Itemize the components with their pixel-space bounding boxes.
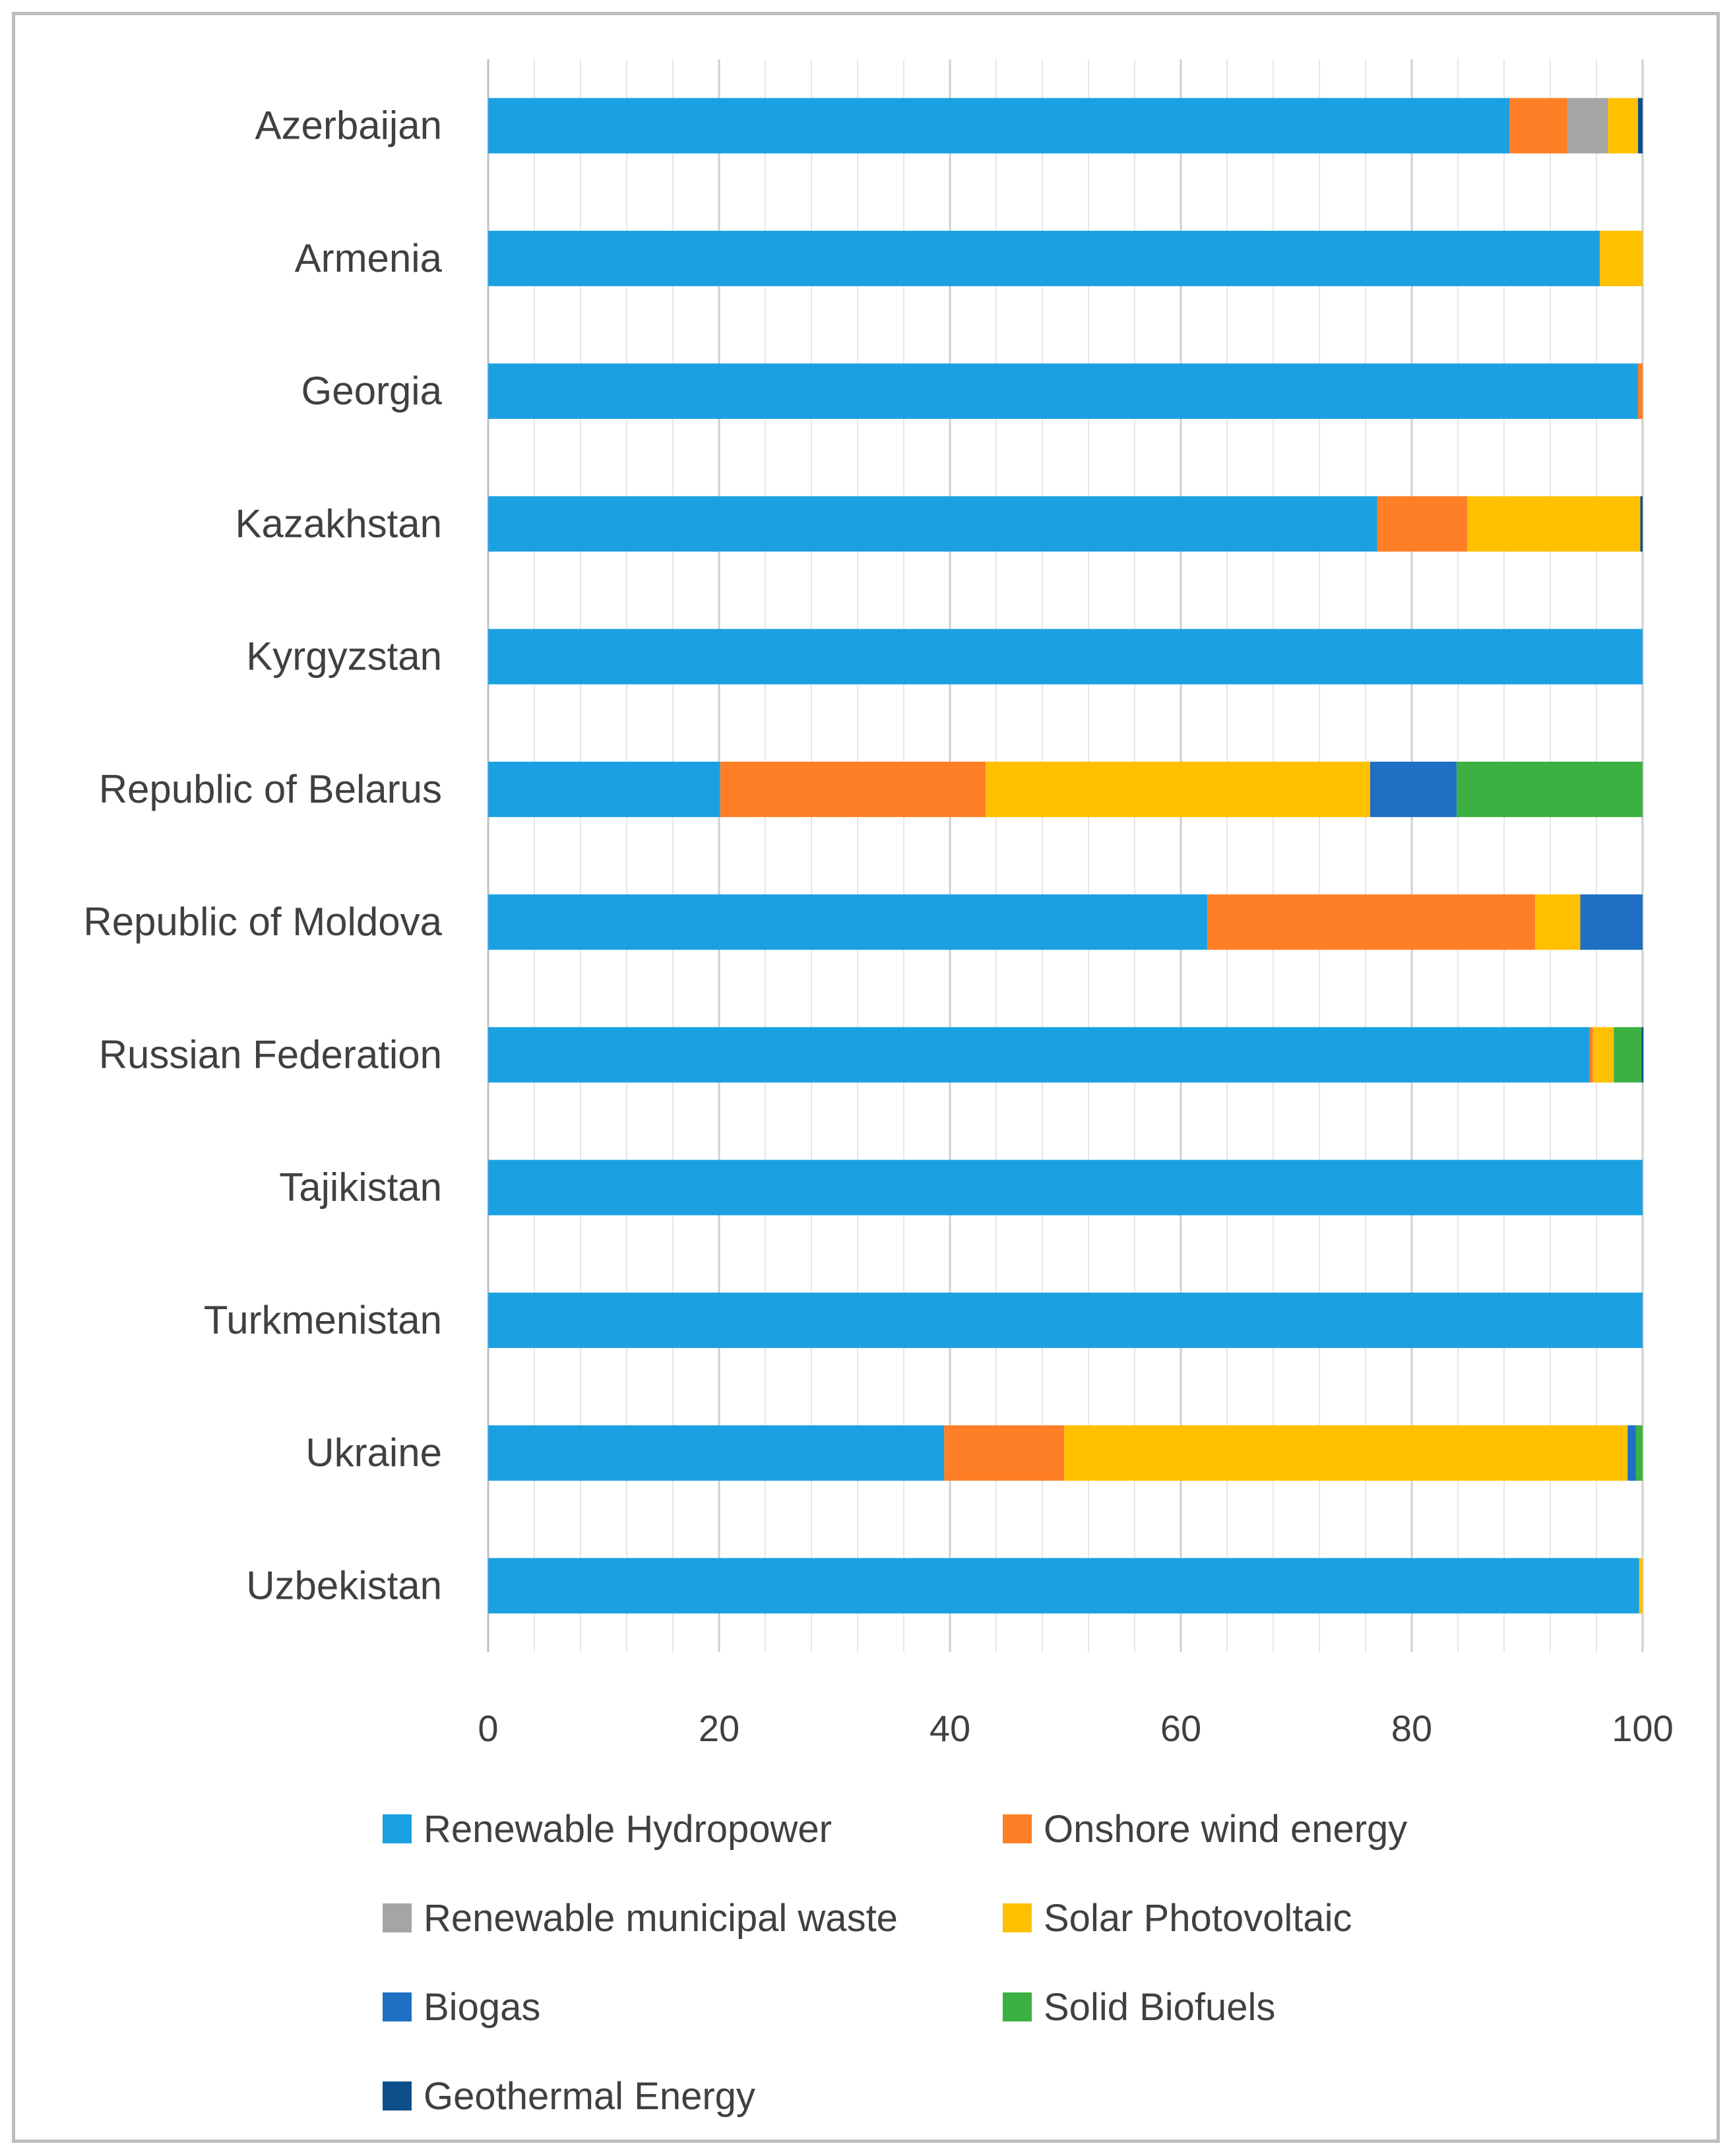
legend: Renewable Hydropower Onshore wind energy R… (383, 1808, 1407, 2118)
bar-segment (488, 894, 1208, 950)
bar-segment (488, 363, 1638, 419)
legend-label: Renewable municipal waste (424, 1897, 898, 1940)
bar-segment (488, 230, 1600, 286)
category-label: Kyrgyzstan (246, 634, 442, 679)
bar-segment (1457, 761, 1643, 817)
bar-segment (1635, 1425, 1643, 1481)
legend-swatch (1003, 1992, 1032, 2021)
bar-segment (1064, 1425, 1628, 1481)
bar-segment (488, 1558, 1639, 1614)
legend-swatch (1003, 1903, 1032, 1932)
grid-layer (487, 59, 1644, 1652)
category-label: Kazakhstan (235, 501, 442, 545)
bar-segment (1207, 894, 1536, 950)
legend-swatch (383, 2081, 412, 2110)
x-tick-label: 0 (478, 1708, 498, 1749)
legend-label: Biogas (424, 1986, 540, 2029)
x-tick-label: 80 (1391, 1708, 1432, 1749)
bars-layer (488, 98, 1644, 1614)
x-tick-label: 40 (930, 1708, 970, 1749)
legend-swatch (383, 1814, 412, 1843)
legend-swatch (383, 1903, 412, 1932)
legend-label: Geothermal Energy (424, 2075, 755, 2118)
bar-segment (1589, 1027, 1593, 1083)
bar-segment (488, 496, 1377, 552)
legend-label: Solar Photovoltaic (1044, 1897, 1352, 1940)
legend-swatch (1003, 1814, 1032, 1843)
bar-segment (488, 761, 720, 817)
ticks-layer: 0 20 40 60 80 100 (478, 1708, 1673, 1749)
bar-segment (1467, 496, 1641, 552)
bar-segment (1608, 98, 1638, 154)
bar-segment (488, 1292, 1643, 1348)
legend-label: Renewable Hydropower (424, 1808, 832, 1851)
category-label: Georgia (301, 369, 443, 413)
bar-segment (1638, 98, 1643, 154)
bar-segment (1641, 1027, 1644, 1083)
category-label: Uzbekistan (246, 1563, 442, 1607)
bar-segment (1370, 761, 1457, 817)
bar-segment (720, 761, 986, 817)
x-tick-label: 20 (699, 1708, 740, 1749)
bar-segment (1509, 98, 1568, 154)
bar-segment (1638, 363, 1643, 419)
bar-segment (1640, 496, 1643, 552)
category-label: Republic of Belarus (99, 767, 442, 811)
bar-segment (488, 1425, 945, 1481)
category-label: Russian Federation (99, 1032, 442, 1076)
bar-segment (1567, 98, 1608, 154)
bar-segment (1580, 894, 1643, 950)
x-tick-label: 100 (1612, 1708, 1673, 1749)
x-tick-label: 60 (1160, 1708, 1201, 1749)
bar-segment (1377, 496, 1467, 552)
legend-label: Solid Biofuels (1044, 1986, 1275, 2029)
bar-segment (488, 1159, 1643, 1216)
bar-segment (1614, 1027, 1642, 1083)
bar-segment (1627, 1425, 1636, 1481)
bar-segment (488, 98, 1510, 154)
category-label: Turkmenistan (204, 1298, 442, 1342)
bar-segment (488, 1027, 1590, 1083)
category-label: Azerbaijan (255, 104, 442, 148)
bar-segment (986, 761, 1370, 817)
category-label: Armenia (295, 236, 443, 280)
labels-layer: Azerbaijan Armenia Georgia Kazakhstan Kyrgyz… (83, 104, 442, 1608)
bar-segment (1600, 230, 1643, 286)
category-label: Tajikistan (279, 1165, 442, 1210)
category-label: Ukraine (305, 1431, 442, 1475)
bar-segment (1592, 1027, 1614, 1083)
legend-label: Onshore wind energy (1044, 1808, 1407, 1851)
bar-segment (944, 1425, 1065, 1481)
legend-swatch (383, 1992, 412, 2021)
category-label: Republic of Moldova (83, 900, 442, 944)
bar-segment (1535, 894, 1581, 950)
bar-segment (1639, 1558, 1643, 1614)
bar-segment (488, 629, 1643, 685)
